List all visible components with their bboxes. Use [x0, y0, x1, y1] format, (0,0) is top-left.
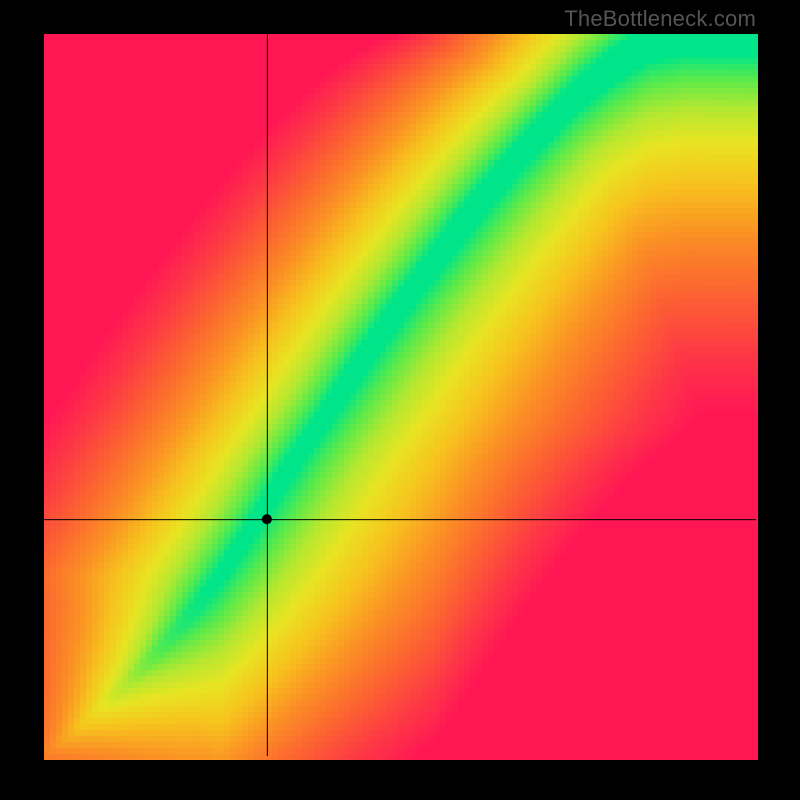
- bottleneck-heatmap: [0, 0, 800, 800]
